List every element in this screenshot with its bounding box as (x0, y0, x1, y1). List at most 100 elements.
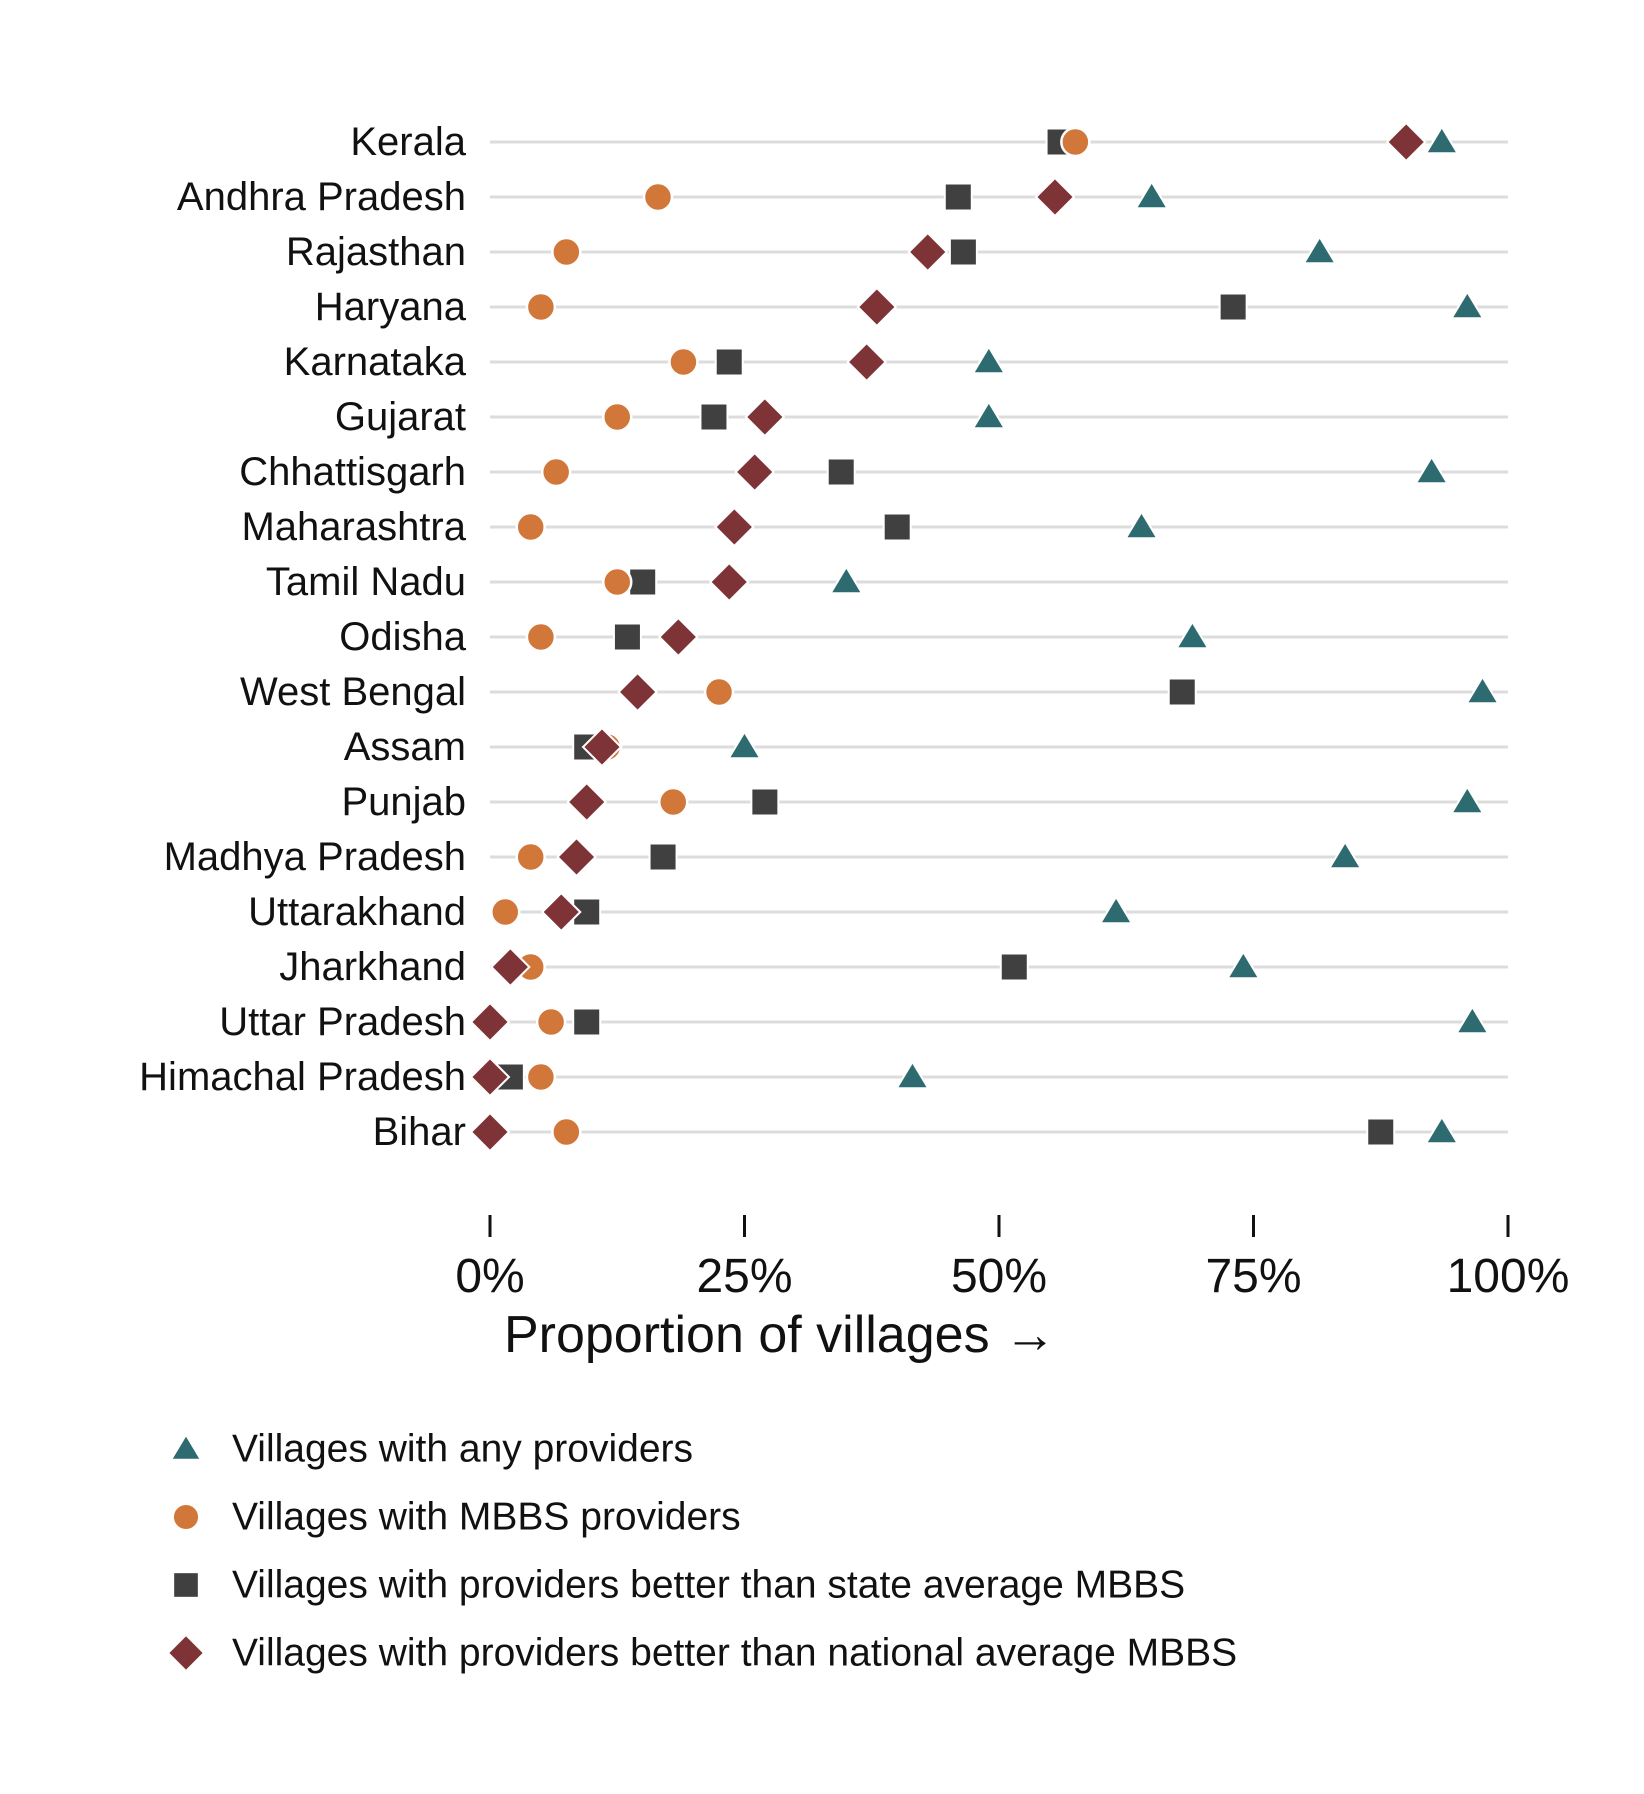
triangle-point (1174, 620, 1210, 650)
diamond-point (846, 341, 888, 383)
diamond-point (744, 396, 786, 438)
triangle-point (1134, 180, 1170, 210)
circle-point (515, 511, 546, 543)
circle-point (525, 291, 557, 323)
diamond-point (581, 726, 623, 768)
x-axis: 0% 25% 50% 75% 100% Proportion of villages → (455, 1215, 1569, 1364)
square-point (572, 1007, 602, 1037)
diamond-point (713, 506, 755, 548)
x-tick-label: 50% (951, 1250, 1047, 1303)
state-label: Madhya Pradesh (164, 835, 466, 879)
circle-point (551, 236, 582, 268)
square-point (943, 182, 973, 212)
square-point (1366, 1117, 1396, 1147)
square-point (826, 457, 856, 487)
legend-item: Villages with providers better than nati… (166, 1632, 1237, 1675)
legend-diamond-icon (166, 1633, 206, 1673)
legend-label: Villages with providers better than nati… (232, 1632, 1237, 1675)
state-label: West Bengal (240, 670, 466, 714)
diamond-point (708, 561, 750, 603)
triangle-point (971, 400, 1007, 430)
circle-point (551, 1116, 582, 1148)
diamond-point (617, 671, 659, 713)
circle-point (703, 676, 735, 708)
x-tick-label: 100% (1447, 1250, 1570, 1303)
diamond-point (1385, 121, 1427, 163)
triangle-point (1327, 840, 1363, 870)
state-label: Karnataka (284, 340, 467, 384)
diamond-point (556, 836, 597, 878)
diamond-point (489, 946, 531, 988)
triangle-point (1424, 125, 1460, 155)
square-point (628, 567, 658, 597)
state-label: Maharashtra (241, 505, 466, 549)
circle-point (668, 346, 699, 378)
triangle-point (726, 730, 763, 760)
state-label: Uttar Pradesh (219, 1000, 466, 1044)
circle-point (490, 896, 521, 928)
legend-label: Villages with any providers (232, 1428, 693, 1471)
triangle-point (1449, 785, 1485, 815)
state-label: Chhattisgarh (239, 450, 466, 494)
triangle-point (1424, 1115, 1460, 1145)
legend: Villages with any providers Villages with… (166, 1428, 1237, 1675)
triangle-point (1225, 950, 1261, 980)
data-markers (469, 121, 1501, 1153)
series-circle (490, 126, 1091, 1148)
circle-point (525, 621, 557, 653)
legend-item: Villages with any providers (169, 1428, 693, 1471)
circle-point (1060, 126, 1091, 158)
circle-point (525, 1061, 557, 1093)
series-triangle (726, 125, 1501, 1145)
state-label: Andhra Pradesh (177, 175, 466, 219)
gridlines (490, 140, 1508, 1134)
state-label: Bihar (373, 1110, 466, 1154)
triangle-point (1465, 675, 1501, 705)
state-label: Tamil Nadu (266, 560, 466, 604)
x-tick-label: 0% (455, 1250, 524, 1303)
square-point (750, 787, 780, 817)
triangle-point (894, 1060, 930, 1090)
square-point (699, 402, 729, 432)
circle-point (602, 566, 633, 598)
square-point (1167, 677, 1197, 707)
state-label: Gujarat (335, 395, 466, 439)
diamond-point (469, 1111, 511, 1153)
diamond-point (469, 1001, 511, 1043)
diamond-point (734, 451, 776, 493)
legend-item: Villages with providers better than stat… (172, 1564, 1185, 1607)
diamond-point (469, 1056, 511, 1098)
x-tick-label: 25% (696, 1250, 792, 1303)
state-label: Punjab (341, 780, 466, 824)
diamond-point (540, 891, 582, 933)
circle-point (515, 841, 546, 873)
square-point (999, 952, 1029, 982)
legend-square-icon (172, 1571, 200, 1599)
square-point (648, 842, 678, 872)
legend-item: Villages with MBBS providers (171, 1496, 741, 1539)
state-label: Jharkhand (279, 945, 466, 989)
state-labels: Kerala Andhra Pradesh Rajasthan Haryana Karn… (139, 120, 467, 1154)
state-label: Uttarakhand (248, 890, 466, 934)
diamond-point (856, 286, 898, 328)
circle-point (642, 181, 674, 213)
triangle-point (1098, 895, 1134, 925)
square-point (882, 512, 912, 542)
x-axis-title: Proportion of villages → (504, 1306, 1056, 1364)
square-point (948, 237, 978, 267)
triangle-point (1124, 510, 1160, 540)
series-diamond (469, 121, 1427, 1153)
state-label: Assam (344, 725, 466, 769)
circle-point (535, 1006, 567, 1038)
square-point (612, 622, 642, 652)
diamond-point (1034, 176, 1076, 218)
triangle-point (1302, 235, 1338, 265)
series-square (495, 127, 1396, 1147)
circle-point (540, 456, 572, 488)
state-label: Haryana (315, 285, 467, 329)
x-tick-label: 75% (1205, 1250, 1301, 1303)
square-point (714, 347, 744, 377)
legend-circle-icon (171, 1502, 201, 1532)
